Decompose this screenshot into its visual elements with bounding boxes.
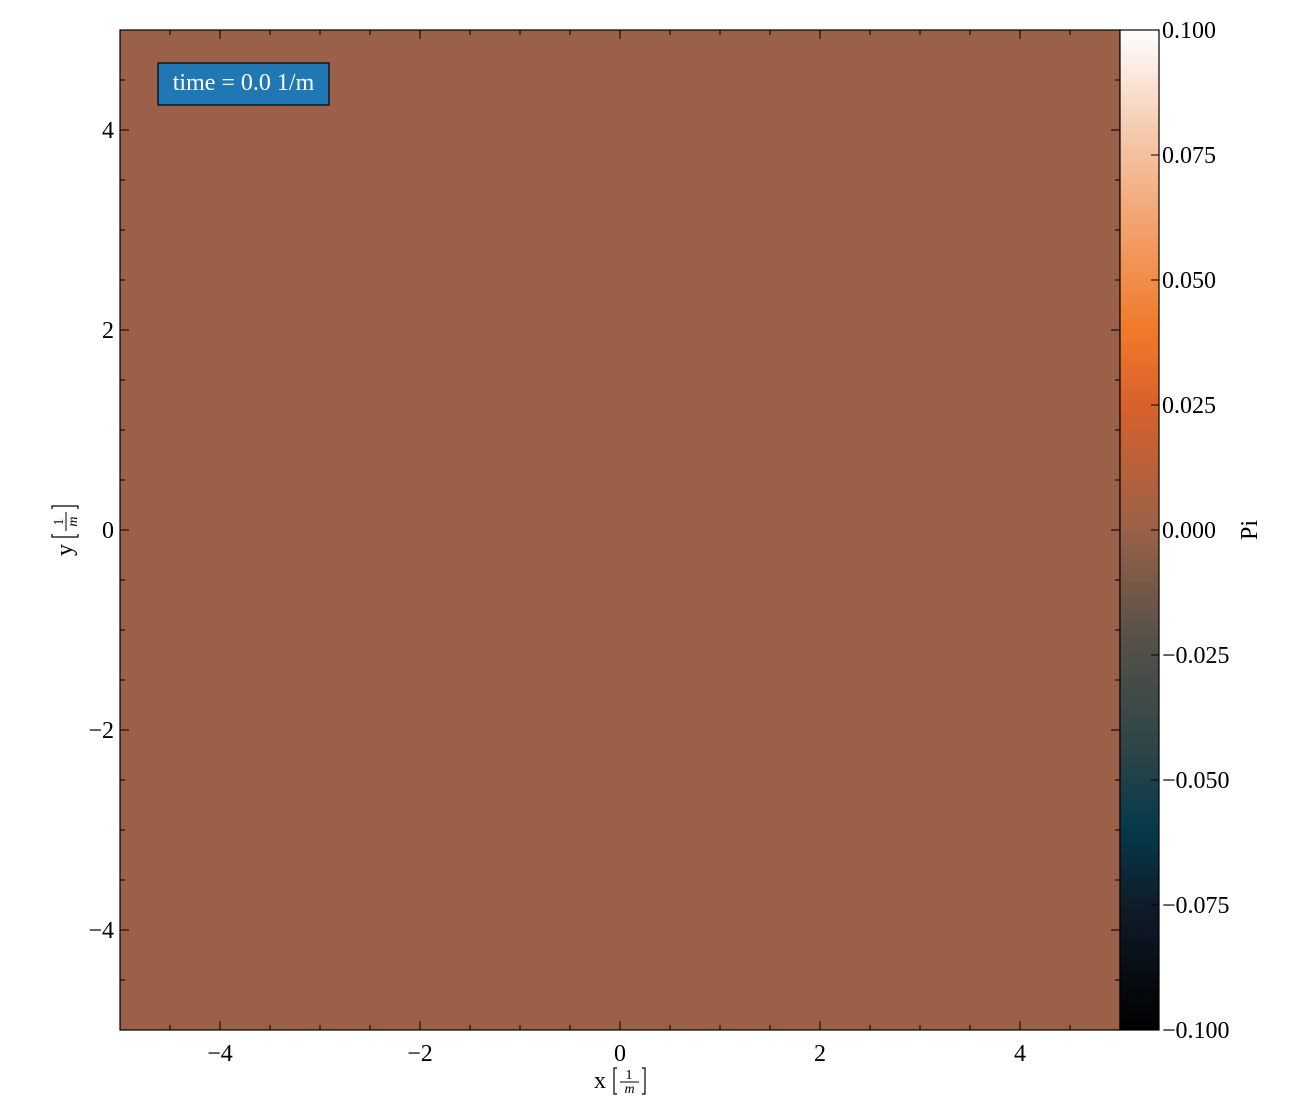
x-tick-label: −4 [207, 1041, 233, 1067]
x-axis-unit: 1 m [613, 1067, 646, 1097]
x-unit-denominator: m [624, 1082, 634, 1097]
colorbar-tick-label: 0.025 [1162, 393, 1216, 419]
y-axis-label: y 1 m [51, 505, 81, 556]
annotation-text: time = 0.0 1/m [173, 70, 315, 96]
colorbar-tick-label: −0.100 [1162, 1018, 1230, 1044]
colorbar-tick-label: 0.075 [1162, 143, 1216, 169]
y-axis-ticks: −4 −2 0 2 4 [88, 29, 1120, 1031]
x-unit-numerator: 1 [626, 1068, 633, 1083]
colorbar-tick-label: 0.000 [1162, 518, 1216, 544]
colorbar-ticks: 0.100 0.075 0.050 0.025 0.000 −0.025 −0.050 −0.… [1151, 18, 1230, 1044]
x-tick-label: −2 [407, 1041, 433, 1067]
y-tick-label: 2 [102, 318, 114, 344]
colorbar-tick-label: 0.100 [1162, 18, 1216, 44]
y-tick-label: 4 [102, 118, 114, 144]
annotation-box [157, 62, 330, 106]
y-unit-denominator: m [66, 516, 81, 526]
colorbar-tick-label: −0.075 [1162, 893, 1230, 919]
colorbar-tick-label: −0.050 [1162, 768, 1230, 794]
y-tick-label: 0 [102, 518, 114, 544]
y-unit-numerator: 1 [52, 519, 67, 526]
x-axis-ticks: −4 −2 0 2 4 [119, 30, 1121, 1067]
time-annotation: time = 0.0 1/m [157, 62, 330, 106]
y-axis-label-text: y [52, 544, 78, 556]
y-tick-label: −2 [88, 718, 114, 744]
y-axis-unit: 1 m [51, 505, 81, 538]
colorbar-tick-label: 0.050 [1162, 268, 1216, 294]
x-axis-label: x 1 m [594, 1067, 646, 1097]
colorbar-label: Pi [1237, 520, 1263, 540]
colorbar-tick-label: −0.025 [1162, 643, 1230, 669]
x-tick-label: 4 [1014, 1041, 1026, 1067]
x-tick-label: 0 [614, 1041, 626, 1067]
x-axis-label-text: x [594, 1068, 606, 1094]
x-tick-label: 2 [814, 1041, 826, 1067]
heatmap-field [120, 30, 1120, 1030]
y-tick-label: −4 [88, 918, 114, 944]
